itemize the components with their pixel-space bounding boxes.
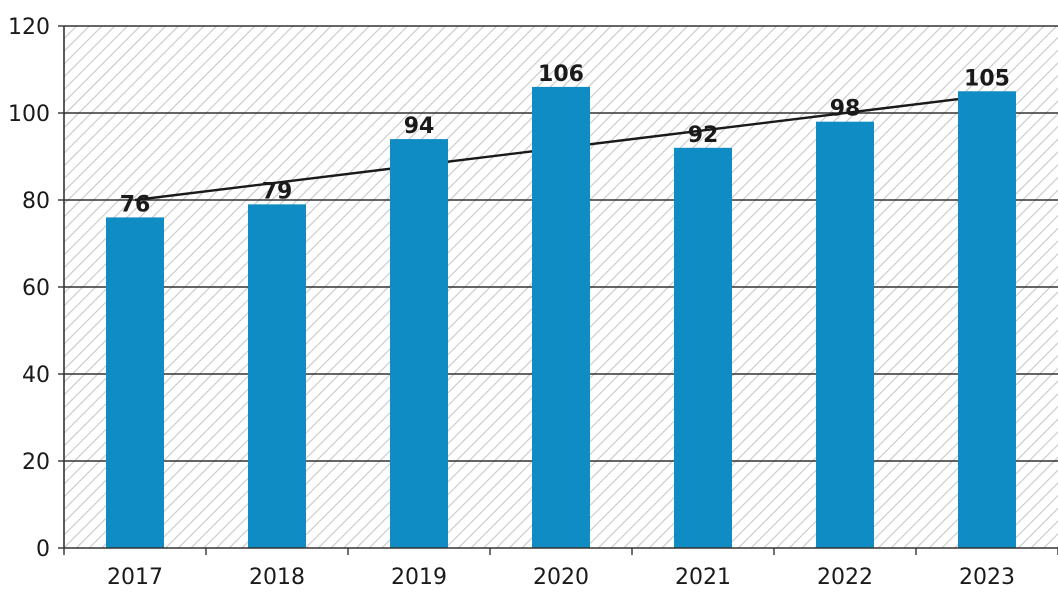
data-label-2020: 106 bbox=[538, 62, 584, 87]
y-tick-label-0: 0 bbox=[36, 537, 50, 562]
x-tick-label-2019: 2019 bbox=[391, 565, 447, 590]
bar-2022 bbox=[816, 121, 874, 548]
y-tick-label-20: 20 bbox=[22, 450, 50, 475]
x-tick-label-2023: 2023 bbox=[959, 565, 1015, 590]
y-tick-label-40: 40 bbox=[22, 363, 50, 388]
labels: 0 20 40 60 80 100 120 2017 76 2018 79 2019 94 2020 106… bbox=[8, 15, 1015, 590]
x-tick-label-2018: 2018 bbox=[249, 565, 305, 590]
x-tick-label-2017: 2017 bbox=[107, 565, 163, 590]
y-tick-label-80: 80 bbox=[22, 189, 50, 214]
x-tick-label-2020: 2020 bbox=[533, 565, 589, 590]
bar-2019 bbox=[390, 139, 448, 548]
bars bbox=[106, 86, 1016, 549]
y-tick-label-60: 60 bbox=[22, 276, 50, 301]
data-label-2021: 92 bbox=[688, 123, 719, 148]
y-tick-label-100: 100 bbox=[8, 102, 50, 127]
data-label-2019: 94 bbox=[404, 114, 435, 139]
bar-2023 bbox=[958, 91, 1016, 548]
x-tick-label-2021: 2021 bbox=[675, 565, 731, 590]
y-tick-label-120: 120 bbox=[8, 15, 50, 40]
data-label-2018: 79 bbox=[262, 179, 293, 204]
bar-2017 bbox=[106, 217, 164, 548]
data-label-2022: 98 bbox=[830, 97, 861, 122]
bar-2020 bbox=[532, 86, 590, 549]
bar-2021 bbox=[674, 147, 732, 549]
data-label-2017: 76 bbox=[120, 192, 151, 217]
axes bbox=[58, 25, 1058, 555]
data-label-2023: 105 bbox=[964, 66, 1010, 91]
x-tick-label-2022: 2022 bbox=[817, 565, 873, 590]
bar-2018 bbox=[248, 204, 306, 548]
